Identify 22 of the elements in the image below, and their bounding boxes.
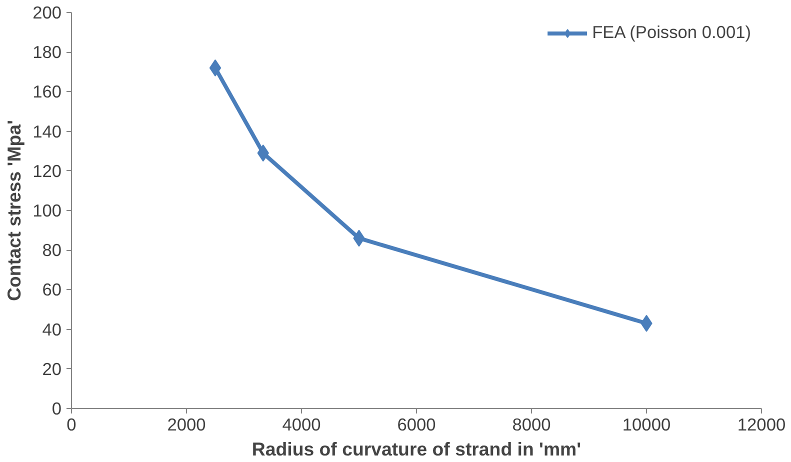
x-axis-title: Radius of curvature of strand in 'mm': [252, 438, 582, 460]
x-tick-label: 4000: [282, 414, 321, 434]
y-tick-label: 0: [52, 398, 62, 418]
x-tick-label: 0: [66, 414, 76, 434]
y-axis-title: Contact stress 'Mpa': [4, 120, 25, 301]
x-tick-label: 12000: [737, 414, 786, 434]
y-tick-label: 140: [32, 121, 62, 142]
y-tick-label: 100: [32, 200, 62, 220]
x-tick-label: 10000: [622, 414, 671, 434]
y-tick-label: 80: [42, 240, 62, 260]
y-tick-label: 120: [32, 160, 62, 181]
x-tick-label: 2000: [167, 414, 206, 434]
legend-label: FEA (Poisson 0.001): [592, 22, 751, 43]
y-tick-label: 40: [42, 319, 62, 340]
y-tick-label: 60: [42, 280, 62, 300]
x-tick-label: 6000: [397, 414, 436, 434]
y-tick-label: 160: [32, 82, 62, 102]
point: [209, 59, 222, 76]
y-tick-label: 180: [32, 42, 62, 62]
y-tick-label: 20: [42, 358, 62, 379]
y-tick-label: 200: [32, 2, 62, 22]
x-tick-label: 8000: [512, 414, 551, 434]
